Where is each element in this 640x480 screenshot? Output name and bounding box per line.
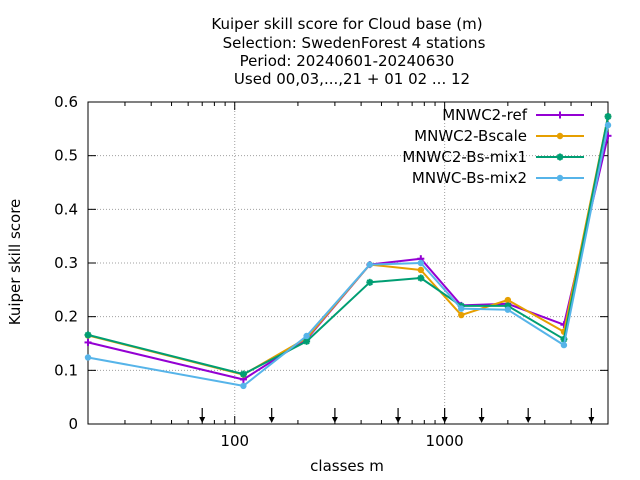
x-tick-label: 1000 xyxy=(426,432,464,450)
legend-entry: MNWC-Bs-mix2 xyxy=(412,169,584,187)
class-limit-arrow xyxy=(331,408,338,423)
legend-entry: MNWC2-Bscale xyxy=(414,127,584,145)
arrow-head xyxy=(199,417,206,423)
point-mark xyxy=(84,354,92,361)
y-axis-label: Kuiper skill score xyxy=(6,199,24,326)
point-mark xyxy=(604,113,612,120)
point-mark xyxy=(303,338,310,345)
arrow-head xyxy=(525,417,532,423)
arrow-head xyxy=(268,417,275,423)
legend-label: MNWC2-Bscale xyxy=(414,127,527,145)
class-limit-arrow xyxy=(199,408,206,423)
data-point xyxy=(84,331,92,339)
data-point xyxy=(458,305,465,312)
title-line-4: Used 00,03,...,21 + 01 02 ... 12 xyxy=(234,70,470,88)
series-lines xyxy=(84,112,612,390)
point-mark xyxy=(560,341,568,349)
x-tick-label: 100 xyxy=(220,432,249,450)
point-mark xyxy=(417,259,425,267)
point-mark xyxy=(366,279,374,286)
plot-frame xyxy=(87,101,609,425)
point-mark xyxy=(556,174,564,182)
data-point xyxy=(458,311,465,319)
y-tick-label: 0.3 xyxy=(54,254,78,272)
class-limit-arrow xyxy=(478,408,485,423)
data-point xyxy=(303,332,310,340)
data-point xyxy=(556,132,564,140)
y-tick-label: 0.2 xyxy=(54,308,78,326)
data-point xyxy=(366,278,374,286)
data-point xyxy=(604,121,612,129)
point-mark xyxy=(458,311,465,319)
data-point xyxy=(417,266,425,274)
legend: MNWC2-ref MNWC2-Bscale MNWC2-Bs-mix1 MNWC-B… xyxy=(402,106,584,187)
data-point xyxy=(560,341,568,349)
point-mark xyxy=(604,121,612,129)
arrow-head xyxy=(478,417,485,423)
class-limit-arrow xyxy=(588,408,595,423)
data-point xyxy=(239,370,247,378)
y-tick-label: 0.5 xyxy=(54,147,78,165)
data-point xyxy=(556,153,564,161)
point-mark xyxy=(556,132,564,140)
point-mark xyxy=(417,266,425,274)
series-2 xyxy=(84,112,612,378)
y-tick-label: 0.1 xyxy=(54,361,78,379)
series-3 xyxy=(84,121,612,390)
point-mark xyxy=(458,305,465,312)
x-axis-label: classes m xyxy=(310,457,384,475)
data-point xyxy=(366,261,374,268)
legend-label: MNWC-Bs-mix2 xyxy=(412,169,527,187)
point-mark xyxy=(504,306,512,313)
arrow-head xyxy=(441,417,448,423)
legend-label: MNWC2-Bs-mix1 xyxy=(402,148,527,166)
title-line-2: Selection: SwedenForest 4 stations xyxy=(223,34,486,52)
data-point xyxy=(417,259,425,267)
point-mark xyxy=(240,370,247,378)
grid-lines xyxy=(88,102,608,424)
data-point xyxy=(504,296,512,304)
class-limit-arrow xyxy=(525,408,532,423)
arrow-head xyxy=(331,417,338,423)
chart-title: Kuiper skill score for Cloud base (m) Se… xyxy=(211,15,485,88)
data-point xyxy=(84,338,92,346)
title-line-3: Period: 20240601-20240630 xyxy=(240,52,455,70)
series-line xyxy=(87,116,609,376)
y-tick-label: 0.6 xyxy=(54,93,78,111)
class-limit-arrow xyxy=(441,408,448,423)
class-limit-arrow xyxy=(395,408,402,423)
series-1 xyxy=(84,113,612,378)
legend-entry: MNWC2-Bs-mix1 xyxy=(402,148,584,166)
data-point xyxy=(240,382,247,390)
arrow-head xyxy=(588,417,595,423)
point-mark xyxy=(84,331,92,339)
data-point xyxy=(604,112,612,120)
title-line-1: Kuiper skill score for Cloud base (m) xyxy=(211,15,482,33)
point-mark xyxy=(504,296,512,304)
data-point xyxy=(556,111,564,119)
data-point xyxy=(504,306,512,313)
series-line xyxy=(87,135,609,381)
series-line xyxy=(87,124,609,387)
data-point xyxy=(556,174,564,182)
point-mark xyxy=(556,153,564,161)
data-point xyxy=(417,274,425,282)
point-mark xyxy=(417,274,425,282)
point-mark xyxy=(366,261,374,268)
legend-entry: MNWC2-ref xyxy=(442,106,584,124)
y-tick-label: 0 xyxy=(68,415,78,433)
class-limit-arrow xyxy=(268,408,275,423)
y-tick-label: 0.4 xyxy=(54,200,78,218)
arrow-head xyxy=(395,417,402,423)
legend-label: MNWC2-ref xyxy=(442,106,527,124)
series-0 xyxy=(84,132,612,383)
point-mark xyxy=(303,332,310,340)
axes: 0 0.1 0.2 0.3 0.4 0.5 0.6 100 1000 xyxy=(54,93,609,450)
point-mark xyxy=(240,382,247,390)
data-point xyxy=(84,354,92,361)
